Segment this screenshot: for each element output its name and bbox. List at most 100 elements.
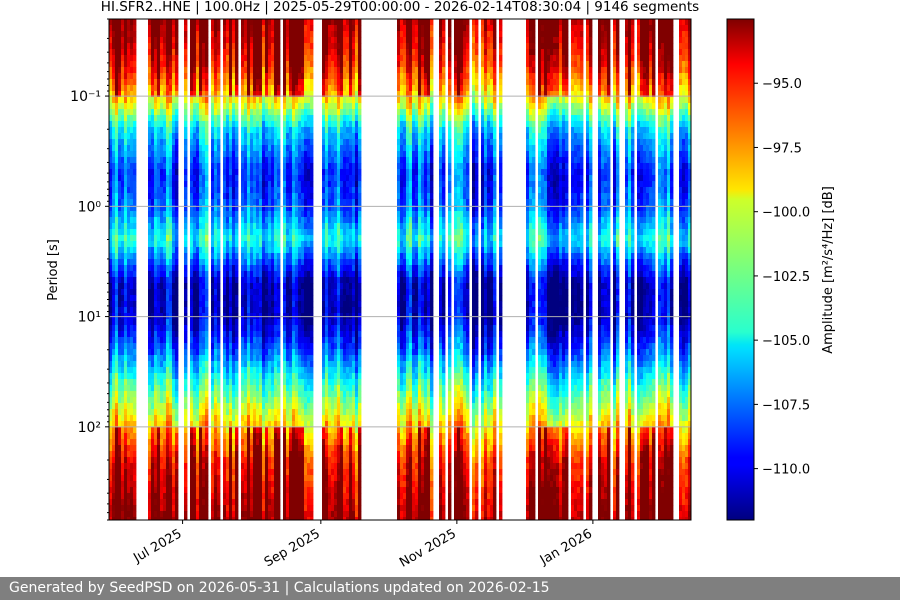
heatmap-cell	[259, 73, 263, 80]
heatmap-cell	[304, 301, 308, 308]
heatmap-cell	[271, 229, 275, 236]
heatmap-cell	[121, 361, 125, 368]
heatmap-cell	[259, 367, 263, 374]
heatmap-cell	[124, 439, 128, 446]
heatmap-cell	[262, 517, 266, 520]
heatmap-cell	[310, 49, 314, 56]
heatmap-cell	[283, 73, 287, 80]
heatmap-cell	[109, 211, 113, 218]
heatmap-cell	[199, 505, 203, 512]
heatmap-cell	[277, 409, 281, 416]
heatmap-cell	[286, 97, 290, 104]
heatmap-cell	[244, 115, 248, 122]
heatmap-cell	[298, 241, 302, 248]
heatmap-cell	[121, 247, 125, 254]
heatmap-cell	[184, 391, 188, 398]
heatmap-cell	[250, 493, 254, 500]
heatmap-cell	[268, 259, 272, 266]
heatmap-cell	[148, 265, 152, 272]
heatmap-cell	[250, 151, 254, 158]
heatmap-cell	[304, 25, 308, 32]
heatmap-cell	[148, 31, 152, 38]
heatmap-cell	[205, 25, 209, 32]
heatmap-cell	[301, 211, 305, 218]
heatmap-cell	[310, 205, 314, 212]
heatmap-cell	[151, 373, 155, 380]
heatmap-cell	[190, 427, 194, 434]
heatmap-cell	[190, 511, 194, 518]
heatmap-cell	[115, 355, 119, 362]
heatmap-cell	[232, 235, 236, 242]
heatmap-cell	[259, 37, 263, 44]
heatmap-cell	[232, 373, 236, 380]
heatmap-cell	[259, 469, 263, 476]
heatmap-cell	[259, 103, 263, 110]
heatmap-cell	[250, 385, 254, 392]
heatmap-cell	[166, 361, 170, 368]
heatmap-cell	[325, 481, 329, 488]
heatmap-cell	[211, 127, 215, 134]
heatmap-cell	[283, 379, 287, 386]
heatmap-cell	[169, 241, 173, 248]
heatmap-cell	[202, 67, 206, 74]
heatmap-cell	[301, 133, 305, 140]
heatmap-cell	[190, 403, 194, 410]
heatmap-cell	[205, 103, 209, 110]
heatmap-cell	[112, 493, 116, 500]
heatmap-cell	[193, 139, 197, 146]
heatmap-cell	[163, 145, 167, 152]
heatmap-cell	[253, 433, 257, 440]
heatmap-cell	[256, 259, 260, 266]
heatmap-cell	[247, 271, 251, 278]
heatmap-cell	[148, 403, 152, 410]
heatmap-cell	[148, 241, 152, 248]
heatmap-cell	[148, 379, 152, 386]
heatmap-cell	[289, 385, 293, 392]
heatmap-cell	[250, 379, 254, 386]
heatmap-cell	[328, 31, 332, 38]
heatmap-cell	[157, 145, 161, 152]
heatmap-cell	[253, 259, 257, 266]
heatmap-cell	[235, 391, 239, 398]
heatmap-cell	[169, 103, 173, 110]
heatmap-cell	[292, 373, 296, 380]
heatmap-cell	[196, 193, 200, 200]
heatmap-cell	[193, 421, 197, 428]
heatmap-cell	[109, 493, 113, 500]
heatmap-cell	[298, 325, 302, 332]
heatmap-cell	[148, 115, 152, 122]
heatmap-cell	[211, 403, 215, 410]
heatmap-cell	[322, 25, 326, 32]
heatmap-cell	[214, 247, 218, 254]
heatmap-cell	[193, 181, 197, 188]
heatmap-cell	[298, 79, 302, 86]
heatmap-cell	[241, 439, 245, 446]
heatmap-cell	[325, 283, 329, 290]
heatmap-cell	[148, 109, 152, 116]
heatmap-cell	[271, 373, 275, 380]
heatmap-cell	[277, 271, 281, 278]
heatmap-cell	[109, 37, 113, 44]
heatmap-cell	[199, 199, 203, 206]
heatmap-cell	[193, 259, 197, 266]
heatmap-cell	[115, 175, 119, 182]
heatmap-cell	[274, 271, 278, 278]
heatmap-cell	[307, 223, 311, 230]
heatmap-cell	[130, 349, 134, 356]
heatmap-cell	[193, 43, 197, 50]
heatmap-cell	[286, 343, 290, 350]
heatmap-cell	[295, 397, 299, 404]
heatmap-cell	[160, 337, 164, 344]
heatmap-cell	[163, 103, 167, 110]
heatmap-cell	[232, 91, 236, 98]
heatmap-cell	[148, 511, 152, 518]
heatmap-cell	[262, 163, 266, 170]
heatmap-cell	[193, 301, 197, 308]
heatmap-cell	[121, 139, 125, 146]
heatmap-cell	[172, 115, 176, 122]
heatmap-cell	[127, 31, 131, 38]
heatmap-cell	[148, 421, 152, 428]
heatmap-cell	[211, 499, 215, 506]
heatmap-cell	[163, 331, 167, 338]
heatmap-cell	[262, 217, 266, 224]
